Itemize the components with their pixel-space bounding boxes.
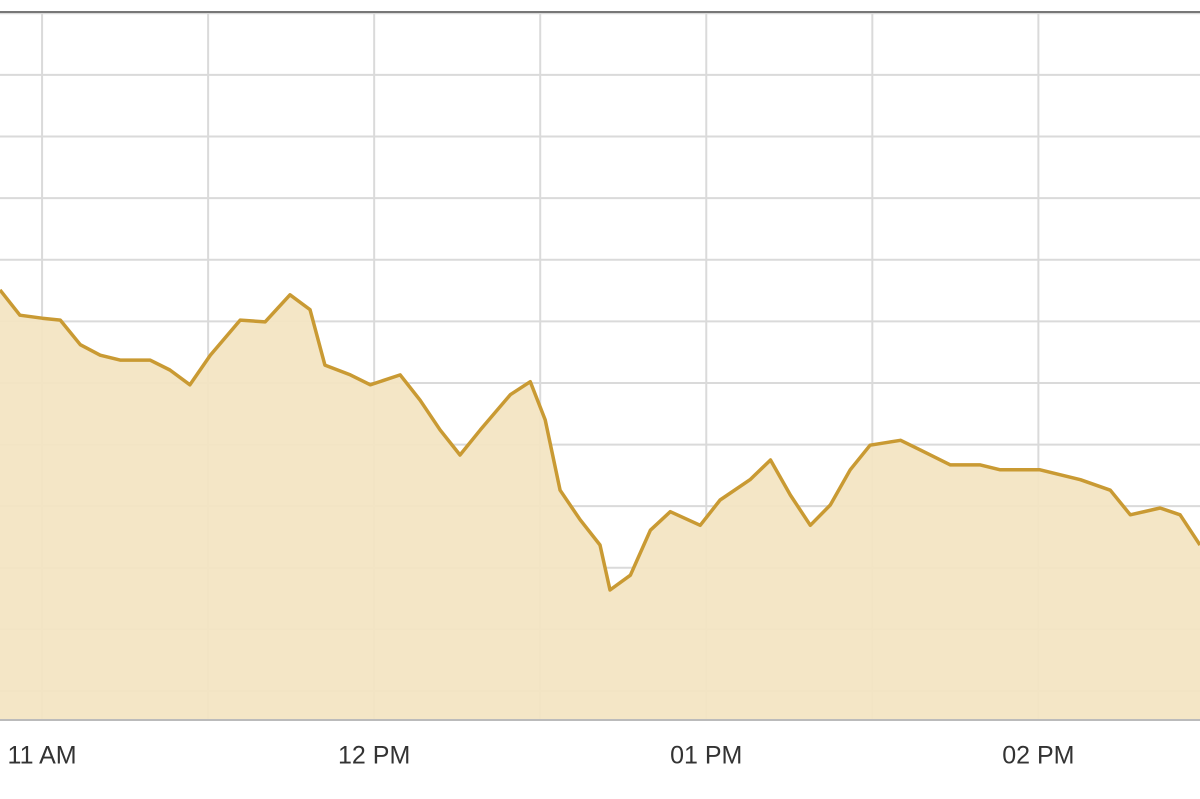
plot (0, 288, 1200, 720)
x-tick-label: 02 PM (1002, 742, 1074, 770)
line (0, 288, 1200, 592)
x-tick-label: 01 PM (670, 742, 742, 770)
x-axis: 11 AM 12 PM 01 PM 02 PM (0, 11, 1200, 770)
x-tick-label: 12 PM (338, 742, 410, 770)
area (0, 289, 1200, 720)
x-tick-label: 11 AM (8, 742, 77, 770)
